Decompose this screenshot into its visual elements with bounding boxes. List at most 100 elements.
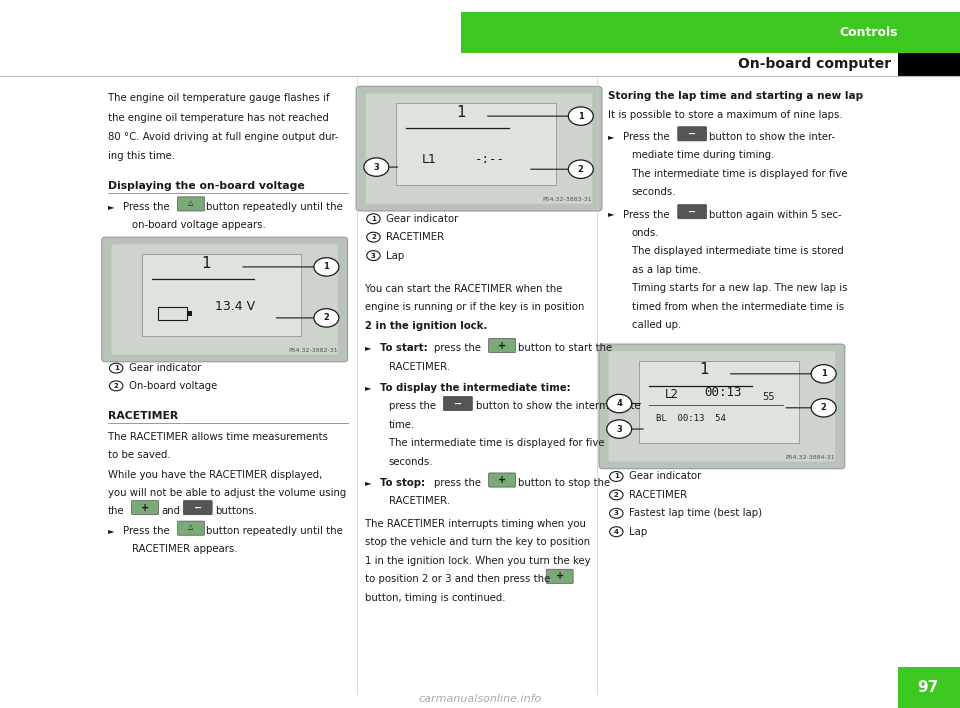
FancyBboxPatch shape [461, 12, 960, 53]
Text: the: the [108, 506, 124, 515]
Text: To stop:: To stop: [380, 478, 425, 488]
Circle shape [610, 508, 623, 518]
Circle shape [367, 214, 380, 224]
Text: +: + [498, 475, 506, 485]
FancyBboxPatch shape [489, 338, 516, 353]
Text: ►: ► [108, 526, 114, 535]
Text: RACETIMER: RACETIMER [108, 411, 178, 421]
Text: Timing starts for a new lap. The new lap is: Timing starts for a new lap. The new lap… [632, 283, 847, 293]
Text: ing this time.: ing this time. [108, 151, 175, 161]
Text: Lap: Lap [629, 527, 647, 537]
FancyBboxPatch shape [356, 86, 602, 211]
Text: P54.32-3884-31: P54.32-3884-31 [785, 455, 835, 460]
Text: -:--: -:-- [474, 153, 505, 166]
Text: Gear indicator: Gear indicator [386, 214, 458, 224]
Text: button repeatedly until the: button repeatedly until the [206, 526, 343, 536]
Text: Gear indicator: Gear indicator [629, 472, 701, 481]
Text: 1: 1 [821, 370, 827, 378]
Text: Gear indicator: Gear indicator [129, 363, 201, 373]
FancyBboxPatch shape [178, 521, 204, 535]
Text: mediate time during timing.: mediate time during timing. [632, 150, 774, 160]
Text: +: + [141, 503, 149, 513]
Text: 2: 2 [372, 234, 375, 240]
Text: Controls: Controls [839, 26, 898, 39]
Text: To start:: To start: [380, 343, 428, 353]
Text: To display the intermediate time:: To display the intermediate time: [380, 383, 571, 393]
Text: The engine oil temperature gauge flashes if: The engine oil temperature gauge flashes… [108, 93, 329, 103]
Bar [396, 103, 556, 185]
Circle shape [109, 381, 123, 391]
FancyBboxPatch shape [178, 197, 204, 211]
Text: stop the vehicle and turn the key to position: stop the vehicle and turn the key to pos… [365, 537, 590, 547]
FancyBboxPatch shape [599, 344, 845, 469]
FancyBboxPatch shape [678, 205, 707, 219]
Text: −: − [688, 207, 696, 217]
Text: 3: 3 [616, 425, 622, 433]
Text: ►: ► [365, 478, 372, 487]
Text: 3: 3 [373, 163, 379, 171]
Bar [898, 53, 960, 76]
Circle shape [109, 363, 123, 373]
Text: press the: press the [434, 478, 481, 488]
Text: 2: 2 [114, 383, 118, 389]
Text: RACETIMER.: RACETIMER. [389, 362, 450, 372]
Text: and: and [161, 506, 180, 515]
Text: Press the: Press the [123, 202, 170, 212]
Text: On-board voltage: On-board voltage [129, 381, 217, 391]
Text: press the: press the [434, 343, 481, 353]
FancyBboxPatch shape [678, 127, 707, 141]
Text: 2: 2 [614, 492, 618, 498]
Text: The intermediate time is displayed for five: The intermediate time is displayed for f… [632, 169, 847, 178]
Text: RACETIMER appears.: RACETIMER appears. [132, 544, 237, 554]
Bar [187, 311, 192, 316]
FancyBboxPatch shape [546, 569, 573, 583]
Text: called up.: called up. [632, 320, 681, 330]
Text: you will not be able to adjust the volume using: you will not be able to adjust the volum… [108, 488, 346, 498]
Text: on-board voltage appears.: on-board voltage appears. [132, 220, 265, 230]
Text: 1: 1 [371, 216, 376, 222]
Text: 55: 55 [761, 392, 775, 402]
Text: ►: ► [365, 343, 372, 353]
Text: Storing the lap time and starting a new lap: Storing the lap time and starting a new … [608, 91, 863, 101]
Circle shape [610, 527, 623, 537]
Text: −: − [454, 399, 462, 409]
Bar [158, 307, 187, 320]
Text: Fastest lap time (best lap): Fastest lap time (best lap) [629, 508, 762, 518]
Text: You can start the RACETIMER when the: You can start the RACETIMER when the [365, 284, 563, 294]
Circle shape [811, 365, 836, 383]
Text: Press the: Press the [623, 210, 670, 219]
Text: button to show the intermediate: button to show the intermediate [476, 401, 640, 411]
Text: The displayed intermediate time is stored: The displayed intermediate time is store… [632, 246, 844, 256]
Text: 2: 2 [324, 314, 329, 322]
Text: onds.: onds. [632, 228, 660, 238]
Text: The intermediate time is displayed for five: The intermediate time is displayed for f… [389, 438, 604, 448]
Text: 1 in the ignition lock. When you turn the key: 1 in the ignition lock. When you turn th… [365, 556, 590, 566]
Text: △: △ [188, 200, 194, 206]
Text: P54.32-3883-31: P54.32-3883-31 [542, 198, 592, 202]
Text: Press the: Press the [623, 132, 670, 142]
Text: RACETIMER.: RACETIMER. [389, 496, 450, 506]
Text: 2: 2 [821, 404, 827, 412]
Text: button, timing is continued.: button, timing is continued. [365, 593, 505, 603]
Text: button again within 5 sec-: button again within 5 sec- [709, 210, 842, 219]
FancyBboxPatch shape [489, 473, 516, 487]
Text: Lap: Lap [386, 251, 404, 261]
Text: L1: L1 [421, 153, 437, 166]
Text: as a lap time.: as a lap time. [632, 265, 701, 275]
Text: 80 °C. Avoid driving at full engine output dur-: 80 °C. Avoid driving at full engine outp… [108, 132, 338, 142]
Text: +: + [498, 341, 506, 350]
Text: engine is running or if the key is in position: engine is running or if the key is in po… [365, 302, 585, 312]
FancyBboxPatch shape [183, 501, 212, 515]
Text: 97: 97 [918, 680, 939, 695]
Text: carmanualsonline.info: carmanualsonline.info [419, 694, 541, 704]
Text: timed from when the intermediate time is: timed from when the intermediate time is [632, 302, 844, 312]
Text: seconds.: seconds. [632, 187, 676, 197]
Text: button repeatedly until the: button repeatedly until the [206, 202, 343, 212]
Text: 00:13: 00:13 [704, 386, 742, 399]
Text: The RACETIMER interrupts timing when you: The RACETIMER interrupts timing when you [365, 519, 586, 529]
Text: −: − [194, 503, 202, 513]
Text: 3: 3 [613, 510, 619, 516]
Text: to be saved.: to be saved. [108, 450, 170, 459]
Text: ►: ► [108, 202, 114, 211]
Text: button to show the inter-: button to show the inter- [709, 132, 835, 142]
